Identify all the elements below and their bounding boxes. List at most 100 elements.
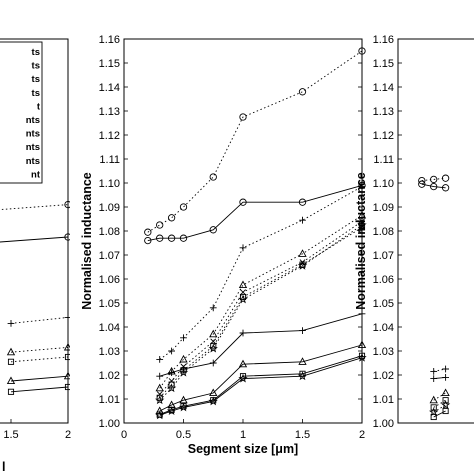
right-series-2-plus-dotted	[430, 365, 449, 375]
middle-series-5-point-0	[156, 394, 163, 401]
left-series-0-line	[0, 204, 69, 211]
middle-series-2-line	[159, 186, 363, 360]
middle-ytick-label: 1.09	[99, 202, 120, 214]
middle-series-2-point-0	[156, 356, 164, 363]
middle-ytick-label: 1.11	[99, 154, 120, 166]
middle-ytick-label: 1.05	[99, 298, 120, 310]
right-series-1-point-1	[430, 182, 438, 191]
middle-series-8-point-0	[155, 406, 164, 415]
middle-series-6-point-6	[357, 220, 367, 229]
left-series-0-point-1	[64, 200, 70, 209]
middle-series-8-point-3	[209, 388, 218, 397]
middle-series-1-point-5	[239, 198, 247, 206]
middle-series-6-point-4	[238, 294, 248, 304]
middle-series-5-point-6	[358, 224, 366, 231]
right-ytick-label: 1.16	[373, 34, 394, 46]
middle-series-6-point-5	[297, 260, 308, 270]
middle-y-axis-label: Normalised inductance	[80, 172, 94, 310]
right-series-4-point-0	[429, 395, 438, 404]
left-legend-entry: nts	[26, 115, 40, 126]
right-series-5-square-dotted	[430, 397, 449, 411]
right-y-axis-label: Normalised inductance	[354, 172, 368, 310]
right-ytick-label: 1.08	[373, 226, 394, 238]
middle-series-3-point-2	[179, 354, 188, 363]
middle-series-3-point-5	[298, 249, 307, 257]
middle-series-1-point-0	[144, 236, 152, 245]
middle-series-8-triangle-solid	[155, 340, 367, 415]
middle-series-10-point-4	[238, 373, 248, 383]
left-series-5-triangle-solid	[6, 371, 70, 385]
right-series-5-point-1	[442, 397, 449, 404]
right-ytick-label: 1.13	[373, 106, 394, 118]
middle-series-3-line	[159, 215, 363, 389]
right-series-4-point-1	[441, 388, 450, 397]
right-ytick-label: 1.15	[373, 58, 394, 70]
middle-series-8-point-6	[357, 340, 367, 349]
middle-ytick-label: 1.04	[99, 322, 120, 334]
middle-series-10-point-1	[166, 406, 177, 415]
middle-series-10-point-2	[178, 402, 189, 412]
middle-plot-area	[123, 38, 367, 424]
middle-series-1-point-3	[179, 234, 188, 242]
middle-xtick-label: 1.5	[295, 429, 310, 441]
middle-series-1-circle-solid	[144, 181, 366, 245]
middle-series-10-line	[159, 357, 363, 416]
left-legend-entry: nt	[31, 169, 41, 180]
middle-series-2-point-2	[180, 334, 187, 342]
left-series-2-point-1	[64, 314, 70, 321]
right-ytick-label: 1.02	[373, 370, 394, 382]
middle-series-3-point-4	[238, 280, 248, 289]
middle-series-5-line	[159, 227, 363, 399]
middle-series-7-point-4	[239, 329, 247, 337]
left-series-3-line	[10, 346, 69, 353]
left-xtick-label: 2	[65, 429, 71, 441]
left-series-5-line	[10, 375, 69, 382]
middle-series-4-point-3	[210, 338, 217, 345]
right-ytick-label: 1.00	[373, 418, 394, 430]
middle-series-6-point-3	[208, 343, 218, 353]
middle-series-3-point-3	[209, 329, 218, 338]
left-legend-entry: ts	[32, 88, 40, 99]
right-ytick-label: 1.04	[373, 322, 394, 334]
middle-ytick-label: 1.03	[99, 346, 120, 358]
right-series-2-point-0	[430, 368, 438, 375]
middle-series-7-point-1	[168, 369, 175, 376]
middle-series-0-point-3	[179, 203, 188, 211]
middle-series-6-point-0	[155, 395, 165, 405]
left-xtick-label: 1.5	[3, 429, 18, 441]
right-series-0-point-2	[441, 174, 450, 182]
middle-series-8-point-4	[238, 359, 248, 368]
right-series-4-triangle-dotted	[429, 388, 450, 404]
middle-series-0-point-7	[358, 47, 366, 55]
left-legend-entry: t	[37, 101, 41, 112]
left-series-4-line	[10, 356, 69, 363]
left-legend-entry: ts	[32, 61, 40, 72]
left-series-2-plus-dotted	[7, 314, 70, 327]
middle-ytick-label: 1.00	[99, 418, 120, 430]
left-panel: 1.5 2 ts ts ts ts t nts nts nts nts nt	[0, 38, 71, 441]
right-ytick-label: 1.10	[373, 178, 394, 190]
right-series-7-square-solid	[430, 407, 449, 421]
right-series-3-point-1	[442, 374, 449, 381]
right-series-7-point-0	[430, 413, 437, 421]
left-series-0-circle-dotted	[0, 200, 70, 211]
middle-ytick-label: 1.15	[99, 58, 120, 70]
left-series-5-point-1	[63, 371, 70, 380]
middle-axes-frame	[123, 38, 363, 424]
middle-series-0-circle-dotted	[144, 47, 366, 236]
left-series-6-line	[10, 386, 69, 393]
middle-ytick-label: 1.06	[99, 274, 120, 286]
right-series-7-line	[433, 410, 446, 418]
right-series-2-point-1	[442, 365, 449, 373]
middle-series-0-point-6	[298, 88, 307, 96]
middle-series-1-point-2	[167, 234, 176, 242]
middle-series-9-square-solid	[156, 352, 366, 418]
left-legend-entry: nts	[26, 156, 40, 167]
middle-ytick-label: 1.16	[99, 34, 120, 46]
middle-series-6-point-2	[178, 367, 189, 377]
left-series-1-line	[0, 236, 69, 243]
middle-ytick-label: 1.01	[99, 394, 120, 406]
right-series-3-plus-solid	[430, 374, 449, 382]
middle-series-10-star-solid	[155, 352, 367, 420]
